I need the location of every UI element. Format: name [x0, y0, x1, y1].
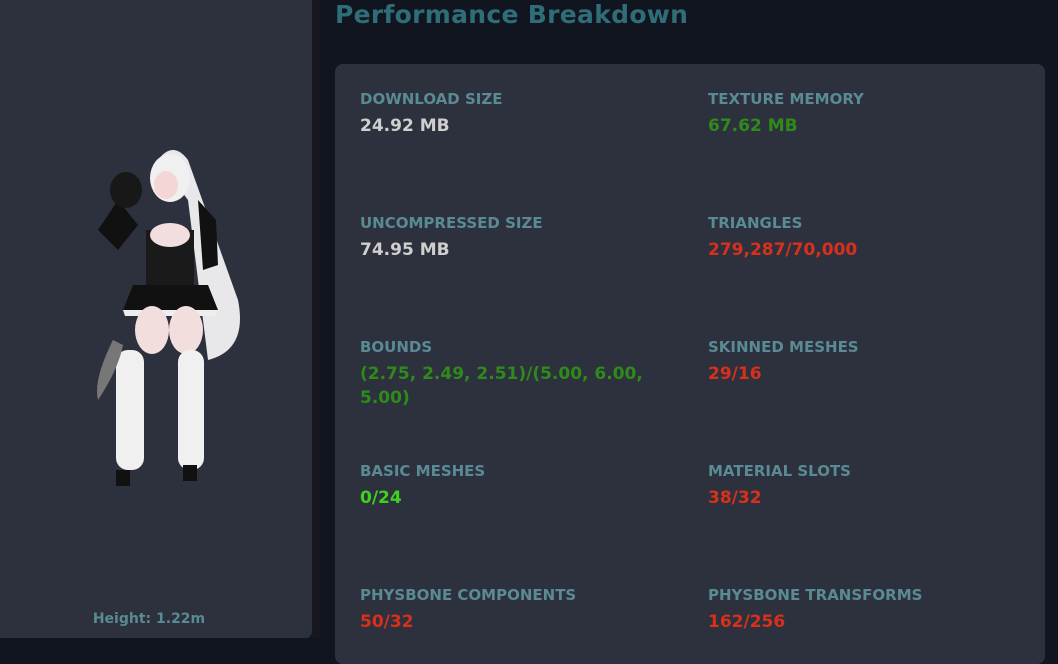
stat-value: 24.92 MB — [360, 116, 450, 136]
stat-bounds: BOUNDS (2.75, 2.49, 2.51)/(5.00, 6.00, 5.… — [360, 338, 690, 410]
stat-value: 279,287/70,000 — [708, 240, 858, 260]
panel-divider — [312, 0, 320, 638]
stat-label: TEXTURE MEMORY — [708, 90, 864, 108]
stat-value: 0/24 — [360, 488, 402, 508]
stat-label: SKINNED MESHES — [708, 338, 859, 356]
stat-texture-memory: TEXTURE MEMORY 67.62 MB — [708, 90, 1038, 138]
stat-value: 162/256 — [708, 612, 786, 632]
stat-value: 74.95 MB — [360, 240, 450, 260]
stat-physbone-transforms: PHYSBONE TRANSFORMS 162/256 — [708, 586, 1038, 634]
stat-download-size: DOWNLOAD SIZE 24.92 MB — [360, 90, 690, 138]
avatar-model-image[interactable] — [88, 140, 268, 490]
avatar-height-label: Height: 1.22m — [92, 611, 206, 627]
avatar-preview-panel: Height: 1.22m — [0, 0, 312, 638]
stat-triangles: TRIANGLES 279,287/70,000 — [708, 214, 1038, 262]
page-title: Performance Breakdown — [335, 0, 689, 29]
stat-label: PHYSBONE TRANSFORMS — [708, 586, 923, 604]
stat-label: MATERIAL SLOTS — [708, 462, 851, 480]
performance-stats-card: DOWNLOAD SIZE 24.92 MB TEXTURE MEMORY 67.62… — [335, 64, 1045, 664]
stat-value: 29/16 — [708, 364, 762, 384]
stat-material-slots: MATERIAL SLOTS 38/32 — [708, 462, 1038, 510]
stat-skinned-meshes: SKINNED MESHES 29/16 — [708, 338, 1038, 386]
stat-value: 50/32 — [360, 612, 414, 632]
stat-label: TRIANGLES — [708, 214, 803, 232]
stat-physbone-components: PHYSBONE COMPONENTS 50/32 — [360, 586, 690, 634]
stat-value: (2.75, 2.49, 2.51)/(5.00, 6.00, 5.00) — [360, 364, 643, 408]
stat-value: 38/32 — [708, 488, 762, 508]
stat-label: BASIC MESHES — [360, 462, 486, 480]
stat-value: 67.62 MB — [708, 116, 798, 136]
stat-label: UNCOMPRESSED SIZE — [360, 214, 543, 232]
stat-uncompressed-size: UNCOMPRESSED SIZE 74.95 MB — [360, 214, 690, 262]
stat-label: BOUNDS — [360, 338, 433, 356]
stat-label: DOWNLOAD SIZE — [360, 90, 503, 108]
stat-label: PHYSBONE COMPONENTS — [360, 586, 577, 604]
stat-basic-meshes: BASIC MESHES 0/24 — [360, 462, 690, 510]
